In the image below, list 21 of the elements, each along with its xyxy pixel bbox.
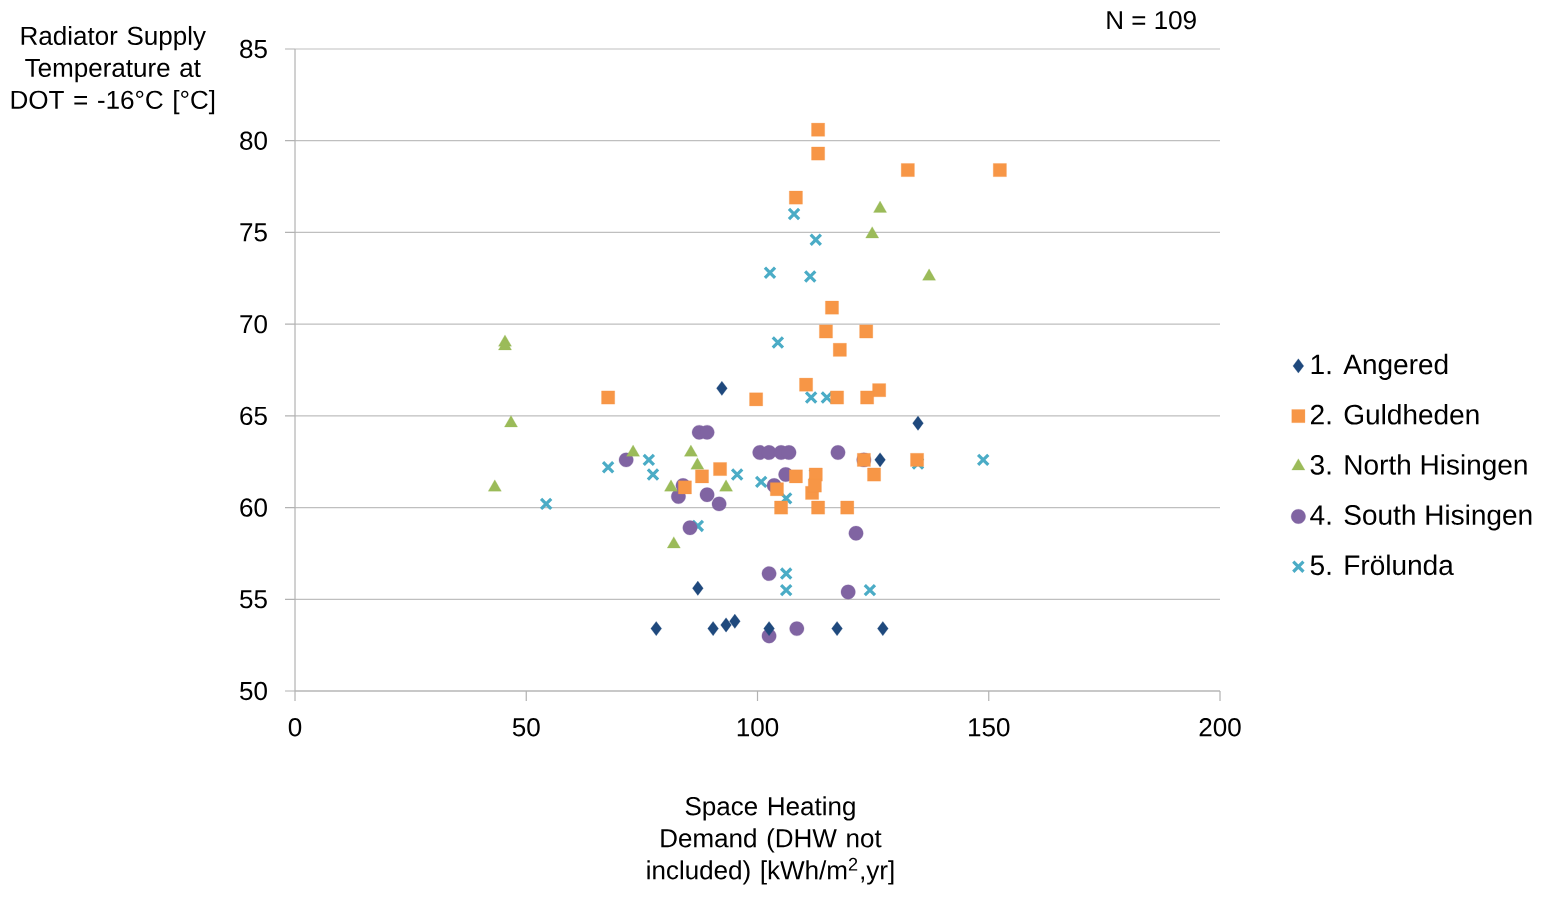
y-tick-label: 70: [240, 314, 267, 334]
legend-label: 4. South Hisingen: [1310, 504, 1532, 531]
text: N = 109: [1107, 10, 1196, 30]
legend-label: 2. Guldheden: [1310, 404, 1479, 425]
x-tick-label: 150: [969, 718, 1010, 737]
y-axis-title: Radiator Supply Temperature at DOT = -16°C [°C]: [11, 25, 215, 115]
legend-label: 5. Frölunda: [1310, 554, 1454, 576]
x-tick-label: 50: [512, 718, 540, 737]
legend-label: 1. Angered: [1311, 353, 1448, 380]
x-tick-label: 0: [288, 718, 302, 737]
y-tick-label: 55: [240, 590, 267, 609]
y-tick-label: 60: [240, 498, 267, 517]
legend-label: 3. North Hisingen: [1310, 454, 1527, 481]
y-tick-label: 75: [240, 223, 267, 242]
x-axis-title: Space Heating Demand (DHW not included) [kWh/m$^{2}$,yr]: [647, 796, 894, 885]
y-tick-label: 85: [240, 39, 267, 59]
y-tick-label: 65: [240, 406, 267, 426]
x-tick-label: 100: [737, 718, 779, 737]
y-tick-label: 50: [240, 681, 267, 701]
y-tick-label: 80: [240, 131, 267, 150]
x-tick-label: 200: [1199, 718, 1241, 737]
